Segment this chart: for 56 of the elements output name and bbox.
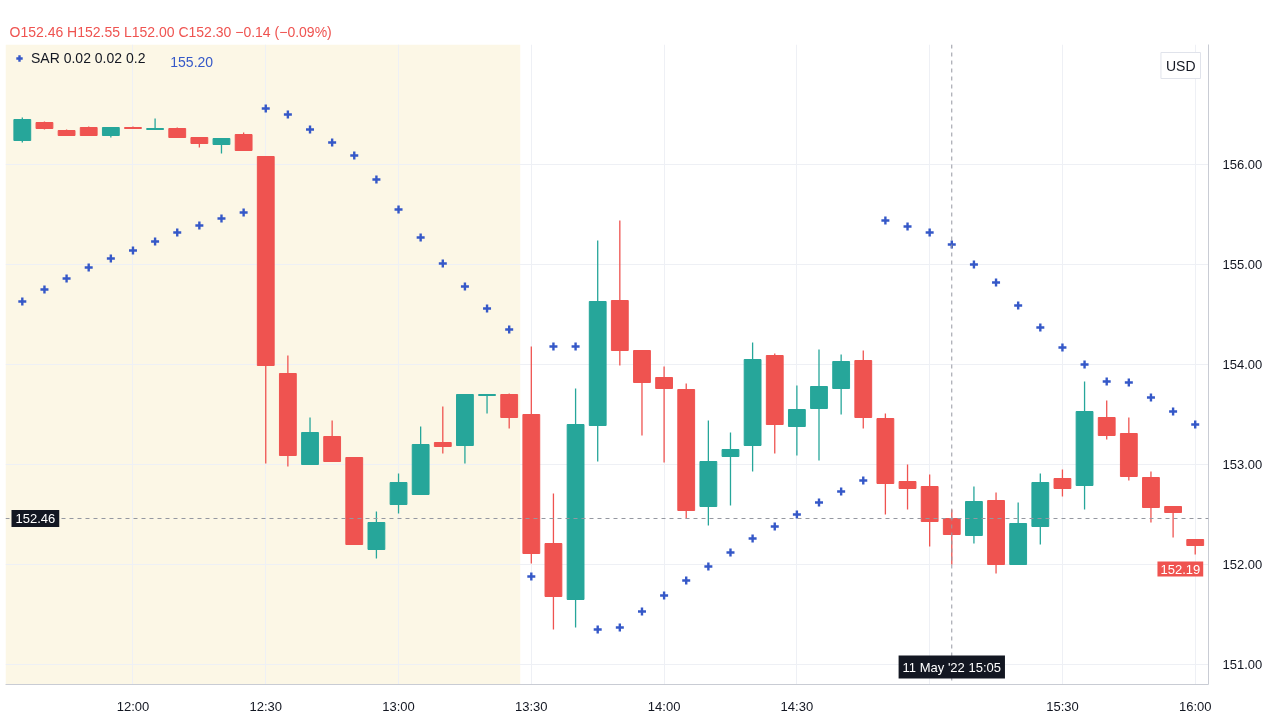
x-tick-label: 14:00 — [647, 698, 681, 714]
point — [194, 220, 205, 231]
point — [216, 213, 227, 224]
point — [747, 533, 758, 544]
point — [570, 341, 581, 352]
point — [393, 204, 404, 215]
candlestick — [433, 405, 452, 455]
point — [924, 227, 935, 238]
point — [17, 296, 28, 307]
candlestick — [146, 117, 164, 131]
point — [703, 561, 714, 572]
ref-line-label: 152.46 — [15, 511, 56, 526]
candlestick — [721, 431, 740, 507]
x-tick-label: 16:00 — [1178, 698, 1212, 714]
point — [415, 232, 426, 243]
x-tick-label: 12:00 — [116, 698, 150, 714]
legend-label: SAR 0.02 0.02 0.2 — [31, 50, 146, 66]
candlestick — [810, 348, 828, 462]
candlestick — [478, 393, 496, 415]
candlestick — [500, 392, 519, 430]
point — [1035, 322, 1046, 333]
candlestick — [13, 116, 32, 144]
y-tick-label: 154.00 — [1222, 357, 1263, 372]
point — [880, 215, 891, 226]
y-tick-label: 155.00 — [1222, 257, 1263, 272]
candlestick — [1053, 468, 1072, 498]
y-tick-label: 153.00 — [1222, 457, 1263, 472]
candlestick — [1097, 399, 1116, 441]
point — [238, 207, 249, 218]
candlestick — [898, 463, 917, 511]
point — [526, 571, 537, 582]
candlestick — [389, 472, 408, 515]
x-tick-label: 12:30 — [249, 698, 283, 714]
point — [61, 273, 72, 284]
candlestick — [655, 365, 673, 464]
point — [371, 174, 382, 185]
y-axis-title: USD — [1165, 57, 1196, 74]
x-tick-label: 15:30 — [1046, 698, 1079, 714]
point — [725, 547, 736, 558]
point — [39, 284, 50, 295]
annotation: 152.19 — [1160, 561, 1201, 577]
x-tick-label: 13:00 — [382, 698, 415, 714]
point — [1057, 342, 1068, 353]
x-tick-label: 13:30 — [515, 698, 548, 714]
y-tick-label: 151.00 — [1222, 657, 1263, 672]
chart-subtitle: O152.46 H152.55 L152.00 C152.30 −0.14 (−0.09%) — [9, 23, 332, 40]
ref-line-label: 11 May '22 15:05 — [902, 659, 1001, 675]
point — [1079, 359, 1090, 370]
point — [902, 221, 913, 232]
x-tick-label: 14:30 — [780, 698, 814, 714]
point — [548, 341, 559, 352]
y-tick-label: 156.00 — [1222, 157, 1263, 172]
candlestick — [1164, 505, 1183, 539]
y-tick-label: 152.00 — [1222, 557, 1263, 572]
annotation: 155.20 — [170, 53, 214, 70]
candlestick — [787, 384, 806, 457]
